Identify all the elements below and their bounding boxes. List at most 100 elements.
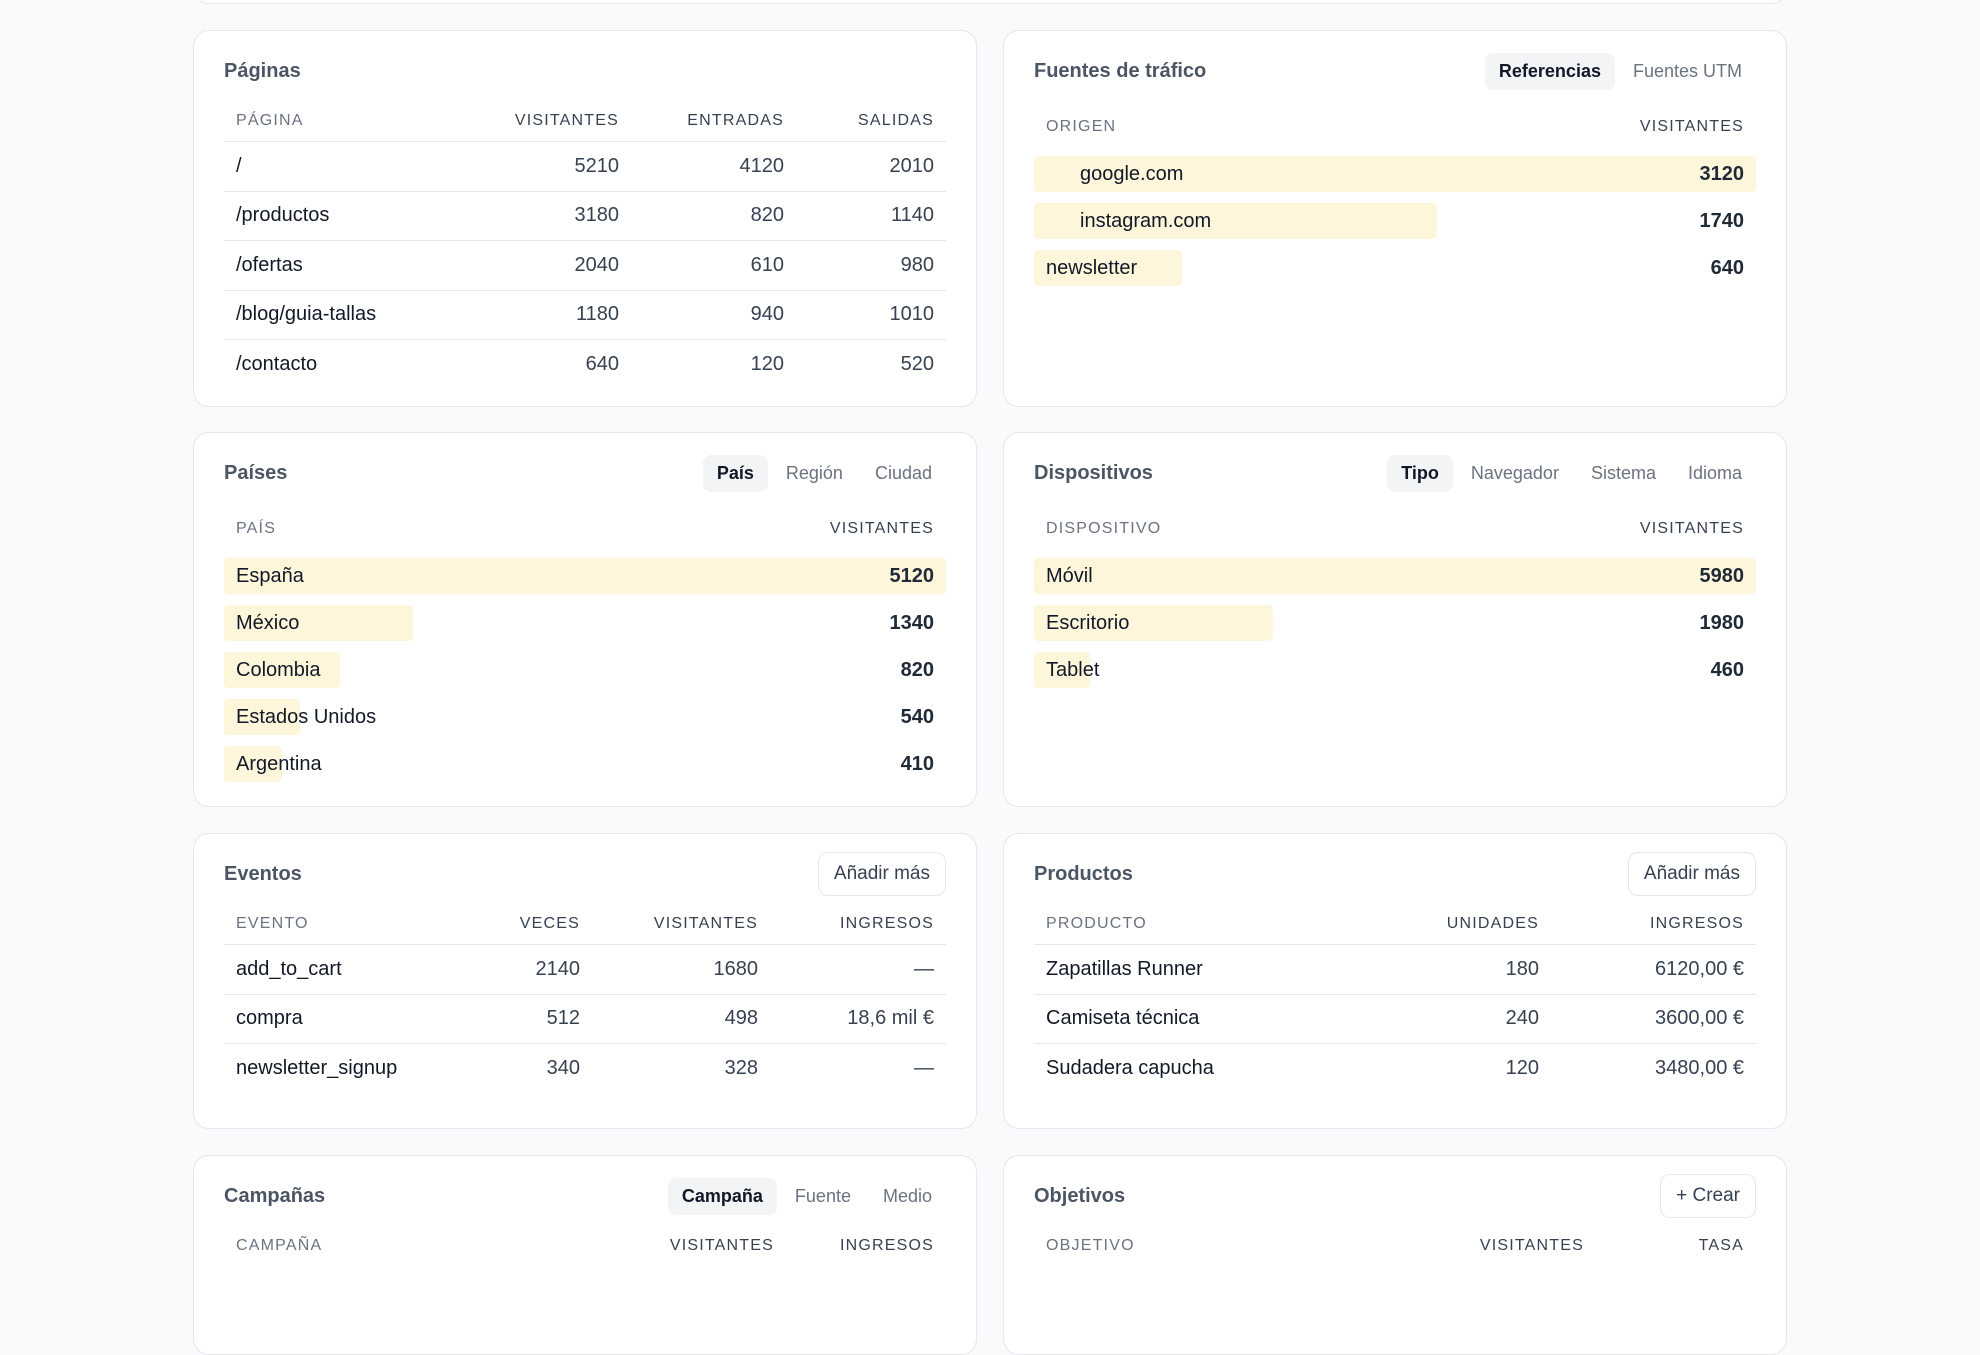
bar (1034, 558, 1756, 594)
column-header: ENTRADAS (687, 112, 784, 129)
table-header: ORIGEN VISITANTES (1034, 107, 1756, 147)
bar (1034, 203, 1437, 239)
column-header: VISITANTES (1479, 1237, 1584, 1254)
cell-value: 18,6 mil € (847, 1007, 934, 1030)
tab[interactable]: Campaña (667, 1177, 777, 1215)
cell-label: google.com (1080, 163, 1184, 185)
cell-label: compra (236, 1007, 303, 1030)
tab[interactable]: Fuentes UTM (1632, 60, 1742, 81)
tab[interactable]: Referencias (1484, 52, 1615, 90)
card-header: Productos Añadir más (1034, 852, 1756, 896)
cell-value: 4120 (739, 154, 785, 177)
column-header: OBJETIVO (1046, 1237, 1135, 1254)
cell-value: 2010 (889, 154, 935, 177)
cell-value: 540 (900, 706, 934, 728)
card-title: Productos (1034, 862, 1133, 885)
card-title: Objetivos (1034, 1184, 1126, 1207)
cell-value: 3600,00 € (1655, 1007, 1744, 1030)
button[interactable]: Añadir más (1627, 852, 1756, 896)
card-header: Dispositivos Tipo Navegador Sistema Idioma (1034, 451, 1756, 495)
column-header: EVENTO (236, 915, 309, 932)
tab[interactable]: Fuente (794, 1185, 851, 1206)
card: Fuentes de tráfico Referencias Fuentes UTM… (1003, 30, 1787, 407)
table-row: google.com 3120 (1034, 151, 1756, 198)
column-header: VISITANTES (1639, 520, 1744, 537)
button[interactable]: + Crear (1660, 1174, 1756, 1218)
cell-label: Escritorio (1046, 612, 1130, 634)
tab[interactable]: Tipo (1387, 454, 1453, 492)
table-row: Móvil 5980 (1034, 553, 1756, 600)
table-row: newsletter_signup 340 328 — (224, 1043, 946, 1093)
table-row: Estados Unidos 540 (224, 694, 946, 741)
tabs: Referencias Fuentes UTM (1484, 52, 1756, 90)
table-row: Colombia 820 (224, 647, 946, 694)
card-header: Eventos Añadir más (224, 852, 946, 896)
table-header: EVENTO VECES VISITANTES INGRESOS (224, 904, 946, 944)
table-row: newsletter 640 (1034, 245, 1756, 292)
table-header: PRODUCTO UNIDADES INGRESOS (1034, 904, 1756, 944)
tabs: Campaña Fuente Medio (667, 1177, 946, 1215)
tab[interactable]: Sistema (1590, 462, 1656, 483)
table-row: /contacto 640 120 520 (224, 339, 946, 389)
cell-value: 3120 (1699, 163, 1745, 185)
table-row: / 5210 4120 2010 (224, 141, 946, 191)
cell-label: add_to_cart (236, 957, 342, 980)
table-row: España 5120 (224, 553, 946, 600)
cell-value: 5980 (1699, 565, 1745, 587)
table-row: México 1340 (224, 600, 946, 647)
cell-label: newsletter_signup (236, 1056, 398, 1079)
tab[interactable]: Medio (882, 1185, 932, 1206)
cell-value: — (914, 1056, 934, 1079)
tabs: País Región Ciudad (702, 454, 946, 492)
tab[interactable]: Región (785, 462, 843, 483)
cell-value: 640 (585, 352, 619, 375)
cell-label: Móvil (1046, 565, 1093, 587)
cell-value: 1180 (575, 303, 619, 326)
tab[interactable]: Idioma (1687, 462, 1742, 483)
column-header: VISITANTES (653, 915, 758, 932)
card-header: Objetivos + Crear (1034, 1174, 1756, 1218)
cell-value: 120 (1505, 1056, 1539, 1079)
cell-label: Argentina (236, 753, 322, 775)
bar (224, 558, 946, 594)
cell-label: /blog/guia-tallas (236, 303, 377, 326)
column-header: TASA (1698, 1237, 1744, 1254)
column-header: SALIDAS (858, 112, 934, 129)
tab[interactable]: Ciudad (874, 462, 932, 483)
column-header: VISITANTES (514, 112, 619, 129)
cell-value: 240 (1505, 1007, 1539, 1030)
bar (1034, 156, 1756, 192)
bar-list: google.com 3120 instagram.com 1740 newslette… (1034, 147, 1756, 292)
tab[interactable]: País (702, 454, 768, 492)
cell-value: 1140 (890, 204, 934, 227)
cell-label: /contacto (236, 352, 318, 375)
cell-label: newsletter (1046, 257, 1138, 279)
table-row: Tablet 460 (1034, 647, 1756, 694)
cell-value: 3480,00 € (1655, 1056, 1744, 1079)
table-body: / 5210 4120 2010/productos 3180 820 1140/ofert… (224, 141, 946, 389)
table-row: Zapatillas Runner 180 6120,00 € (1034, 944, 1756, 994)
table-row: instagram.com 1740 (1034, 198, 1756, 245)
cell-label: /productos (236, 204, 330, 227)
bar-list: España 5120 México 1340 Colombia 820 Estados U… (224, 549, 946, 788)
card-title: Eventos (224, 862, 302, 885)
column-header: PRODUCTO (1046, 915, 1147, 932)
button[interactable]: Añadir más (817, 852, 946, 896)
column-header: VISITANTES (669, 1237, 774, 1254)
bar-list: Móvil 5980 Escritorio 1980 Tablet 460 (1034, 549, 1756, 694)
bar (1034, 605, 1274, 641)
table-row: /productos 3180 820 1140 (224, 190, 946, 241)
cell-value: 1010 (889, 303, 935, 326)
tab[interactable]: Navegador (1470, 462, 1559, 483)
table-header: OBJETIVO VISITANTES TASA (1034, 1226, 1756, 1266)
cell-label: México (236, 612, 300, 634)
card: Países País Región Ciudad PAÍS VISITANTES Espa… (193, 432, 977, 807)
card-title: Páginas (224, 59, 301, 82)
cell-label: Camiseta técnica (1046, 1007, 1200, 1030)
table-row: Sudadera capucha 120 3480,00 € (1034, 1043, 1756, 1093)
cell-value: 120 (750, 352, 784, 375)
cell-value: 2040 (574, 253, 620, 276)
cell-value: 820 (750, 204, 784, 227)
card-header: Páginas (224, 49, 946, 93)
cell-label: Colombia (236, 659, 321, 681)
